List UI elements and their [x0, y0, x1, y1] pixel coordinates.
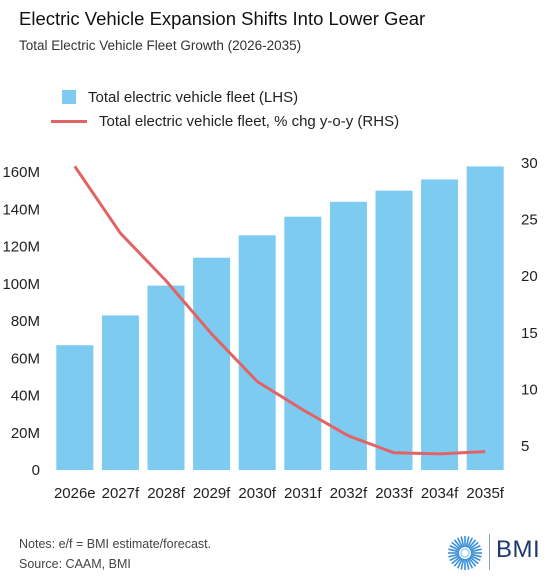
- right-tick-label: 20: [521, 268, 538, 285]
- chart-title: Electric Vehicle Expansion Shifts Into L…: [19, 8, 426, 29]
- bar-2034f: [421, 179, 459, 470]
- bar-2028f: [147, 285, 185, 470]
- x-tick-label: 2035f: [466, 485, 504, 502]
- logo-ray: [466, 537, 474, 548]
- logo-ray: [470, 548, 482, 553]
- legend-item-line: Total electric vehicle fleet, % chg y-o-…: [51, 109, 400, 133]
- source-line: Source: CAAM, BMI: [19, 557, 131, 571]
- logo-ray: [468, 557, 477, 567]
- right-axis-ticks: 5 10 15 20 25 30: [521, 155, 538, 455]
- x-tick-label: 2033f: [375, 485, 413, 502]
- logo-ray: [448, 548, 460, 553]
- x-axis-ticks: 2026e 2027f 2028f 2029f 2030f 2031f 2032f 2033f…: [54, 485, 505, 502]
- globe-icon: [448, 536, 482, 570]
- bar-2029f: [193, 257, 231, 470]
- chart-subtitle: Total Electric Vehicle Fleet Growth (202…: [19, 38, 302, 53]
- x-tick-label: 2034f: [421, 485, 459, 502]
- right-tick-label: 5: [521, 438, 529, 455]
- left-tick-label: 40M: [11, 388, 40, 405]
- logo-ray: [469, 556, 479, 565]
- left-tick-label: 120M: [2, 239, 40, 256]
- left-tick-label: 20M: [11, 425, 40, 442]
- logo-text: BMI: [496, 536, 541, 563]
- logo-ray: [466, 558, 474, 569]
- x-tick-label: 2029f: [193, 485, 231, 502]
- logo-ray: [468, 539, 477, 549]
- logo-ray: [451, 556, 461, 565]
- bar-2030f: [238, 235, 276, 470]
- legend: Total electric vehicle fleet (LHS) Total…: [51, 85, 400, 133]
- right-tick-label: 30: [521, 155, 538, 172]
- x-tick-label: 2028f: [147, 485, 185, 502]
- legend-label-line: Total electric vehicle fleet, % chg y-o-…: [99, 112, 400, 130]
- notes: Notes: e/f = BMI estimate/forecast. Sour…: [19, 534, 211, 574]
- right-tick-label: 15: [521, 325, 538, 342]
- bar-2035f: [466, 166, 504, 470]
- bmi-logo: BMI: [446, 534, 546, 572]
- logo-ray: [469, 541, 479, 550]
- right-tick-label: 10: [521, 381, 538, 398]
- logo-ray: [448, 553, 460, 558]
- logo-ray: [451, 541, 461, 550]
- x-tick-label: 2031f: [284, 485, 322, 502]
- x-tick-label: 2032f: [330, 485, 368, 502]
- right-tick-label: 25: [521, 212, 538, 229]
- x-tick-label: 2030f: [238, 485, 276, 502]
- logo-ray: [449, 554, 460, 562]
- bar-2032f: [329, 201, 367, 471]
- logo-ray: [453, 557, 462, 567]
- left-tick-label: 100M: [2, 276, 40, 293]
- left-tick-label: 0: [32, 462, 40, 479]
- legend-label-bar: Total electric vehicle fleet (LHS): [88, 88, 299, 106]
- legend-swatch-line: [51, 119, 87, 123]
- left-tick-label: 160M: [2, 164, 40, 181]
- logo-ray: [460, 536, 465, 548]
- logo-ray: [470, 544, 481, 552]
- left-tick-label: 60M: [11, 350, 40, 367]
- logo-ray: [465, 558, 470, 570]
- yoy-growth-line: [73, 165, 486, 456]
- logo-ray: [449, 544, 460, 552]
- bar-2027f: [101, 315, 139, 470]
- logo-ray: [456, 537, 464, 548]
- logo-ray: [456, 558, 464, 569]
- bars-group: [56, 166, 504, 471]
- x-tick-label: 2026e: [54, 485, 96, 502]
- logo-ray: [470, 554, 481, 562]
- line-group: [73, 165, 486, 456]
- bar-2031f: [284, 216, 322, 470]
- legend-item-bar: Total electric vehicle fleet (LHS): [62, 85, 399, 109]
- x-tick-label: 2027f: [102, 485, 140, 502]
- bar-2026e: [56, 345, 94, 470]
- left-tick-label: 140M: [2, 201, 40, 218]
- notes-line: Notes: e/f = BMI estimate/forecast.: [19, 537, 212, 551]
- logo-ray: [465, 536, 470, 548]
- left-axis-ticks: 0 20M 40M 60M 80M 100M 120M 140M 160M: [2, 164, 40, 479]
- legend-swatch-bar: [62, 90, 76, 104]
- logo-ray: [460, 558, 465, 570]
- logo-ray: [453, 539, 462, 549]
- logo-ray: [470, 553, 482, 558]
- left-tick-label: 80M: [11, 313, 40, 330]
- bar-2033f: [375, 190, 413, 470]
- logo-divider: [489, 534, 490, 570]
